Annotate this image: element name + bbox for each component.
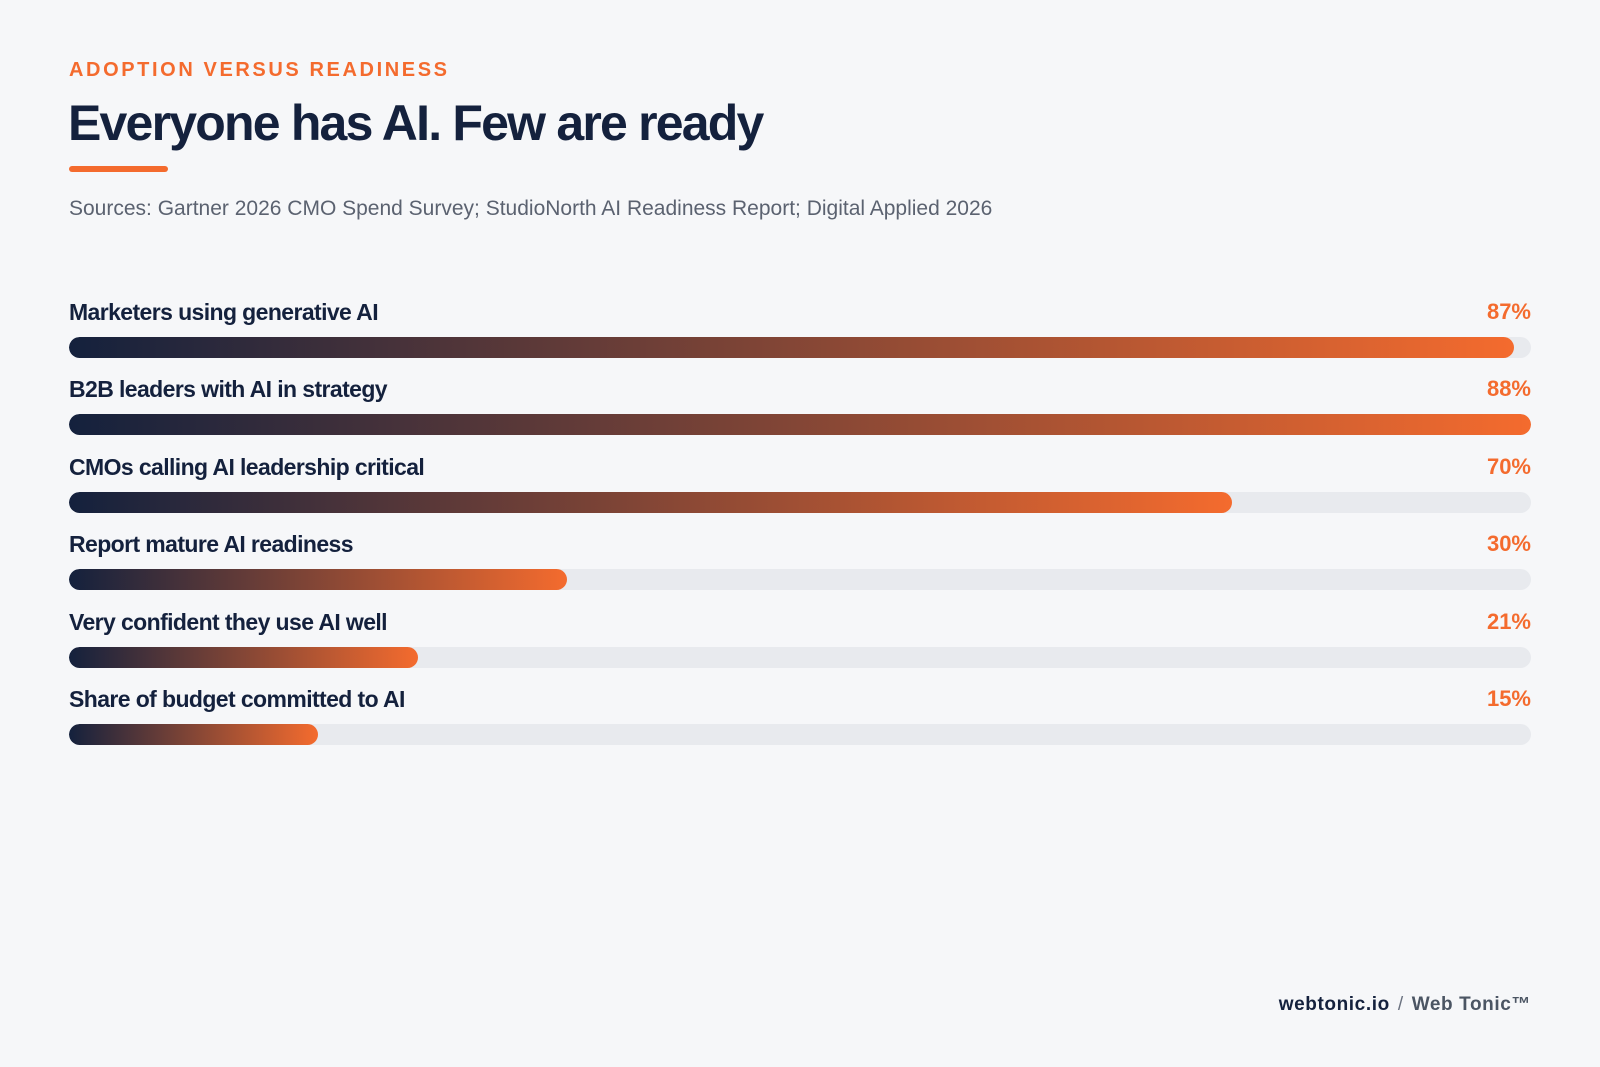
bar-track xyxy=(69,723,1531,745)
bar-value-label: 30% xyxy=(1486,531,1531,557)
bar-value-label: 87% xyxy=(1486,299,1531,324)
bar-fill xyxy=(69,337,1514,358)
bar-value-label: 70% xyxy=(1486,453,1531,479)
bar-track xyxy=(69,491,1531,513)
bar-label: Share of budget committed to AI xyxy=(69,685,405,712)
footer-credit: webtonic.io / Web Tonic™ xyxy=(1279,993,1531,1017)
bar-track xyxy=(69,646,1531,668)
title-accent-rule xyxy=(69,166,168,172)
bar-label: CMOs calling AI leadership critical xyxy=(69,453,425,480)
bar-track xyxy=(69,569,1531,591)
footer-brand: Web Tonic™ xyxy=(1411,994,1531,1015)
footer-separator: / xyxy=(1397,994,1404,1015)
bar-row: Share of budget committed to AI 15% xyxy=(69,685,1531,762)
bar-row: B2B leaders with AI in strategy 88% xyxy=(69,375,1531,452)
bar-value-label: 88% xyxy=(1486,376,1531,402)
bar-row: Very confident they use AI well 21% xyxy=(69,608,1531,685)
bar-fill xyxy=(69,569,567,591)
bar-value-label: 15% xyxy=(1486,685,1531,711)
bar-row: CMOs calling AI leadership critical 70% xyxy=(69,453,1531,530)
bar-row: Marketers using generative AI 87% xyxy=(69,298,1531,375)
bar-fill xyxy=(69,723,318,745)
chart-sources: Sources: Gartner 2026 CMO Spend Survey; … xyxy=(69,197,993,220)
bar-label: Very confident they use AI well xyxy=(69,608,388,635)
bar-label: Report mature AI readiness xyxy=(69,531,354,558)
bar-track xyxy=(69,337,1531,358)
bar-label: Marketers using generative AI xyxy=(69,299,379,325)
bar-fill xyxy=(69,646,418,668)
bar-track xyxy=(69,414,1531,436)
bar-label: B2B leaders with AI in strategy xyxy=(69,376,388,403)
bar-value-label: 21% xyxy=(1486,608,1531,634)
bar-row: Report mature AI readiness 30% xyxy=(69,530,1531,607)
bar-fill xyxy=(69,414,1531,436)
bar-fill xyxy=(69,491,1232,513)
bar-chart: Marketers using generative AI 87% B2B lead… xyxy=(69,298,1531,762)
chart-title: Everyone has AI. Few are ready xyxy=(68,95,764,151)
chart-eyebrow: ADOPTION VERSUS READINESS xyxy=(69,59,450,81)
footer-site[interactable]: webtonic.io xyxy=(1278,994,1390,1015)
